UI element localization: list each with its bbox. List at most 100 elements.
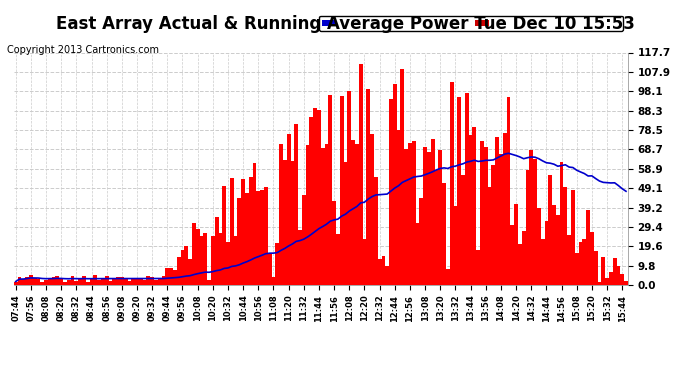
Bar (177, 257, 181, 285)
Bar (594, 251, 598, 285)
Text: East Array Actual & Running Average Power Tue Dec 10 15:53: East Array Actual & Running Average Powe… (56, 15, 634, 33)
Text: Copyright 2013 Cartronics.com: Copyright 2013 Cartronics.com (7, 45, 159, 55)
Bar (143, 279, 146, 285)
Bar (495, 137, 499, 285)
Bar (317, 110, 321, 285)
Bar (260, 190, 264, 285)
Bar (598, 282, 602, 285)
Legend: Average  (DC Watts), East Array  (DC Watts): Average (DC Watts), East Array (DC Watts… (319, 15, 623, 32)
Bar (332, 201, 336, 285)
Bar (446, 269, 450, 285)
Bar (624, 281, 628, 285)
Bar (234, 236, 237, 285)
Bar (450, 82, 453, 285)
Bar (112, 278, 116, 285)
Bar (491, 165, 495, 285)
Bar (44, 280, 48, 285)
Bar (602, 257, 605, 285)
Bar (617, 266, 620, 285)
Bar (476, 250, 480, 285)
Bar (283, 160, 287, 285)
Bar (128, 280, 131, 285)
Bar (40, 282, 44, 285)
Bar (230, 178, 234, 285)
Bar (412, 141, 415, 285)
Bar (166, 268, 169, 285)
Bar (408, 143, 412, 285)
Bar (385, 266, 389, 285)
Bar (59, 279, 63, 285)
Bar (518, 244, 522, 285)
Bar (564, 188, 567, 285)
Bar (382, 256, 385, 285)
Bar (188, 259, 192, 285)
Bar (55, 276, 59, 285)
Bar (154, 280, 158, 285)
Bar (196, 229, 199, 285)
Bar (438, 150, 442, 285)
Bar (506, 96, 511, 285)
Bar (533, 159, 537, 285)
Bar (207, 280, 211, 285)
Bar (14, 282, 17, 285)
Bar (139, 279, 143, 285)
Bar (90, 278, 93, 285)
Bar (37, 279, 40, 285)
Bar (275, 243, 279, 285)
Bar (347, 91, 351, 285)
Bar (82, 276, 86, 285)
Bar (17, 277, 21, 285)
Bar (613, 258, 617, 285)
Bar (173, 270, 177, 285)
Bar (431, 139, 435, 285)
Bar (544, 221, 549, 285)
Bar (70, 276, 75, 285)
Bar (67, 280, 70, 285)
Bar (181, 250, 184, 285)
Bar (435, 170, 438, 285)
Bar (620, 274, 624, 285)
Bar (184, 246, 188, 285)
Bar (499, 154, 503, 285)
Bar (324, 144, 328, 285)
Bar (25, 277, 29, 285)
Bar (541, 239, 544, 285)
Bar (404, 150, 408, 285)
Bar (503, 133, 506, 285)
Bar (279, 144, 283, 285)
Bar (590, 232, 594, 285)
Bar (249, 177, 253, 285)
Bar (222, 186, 226, 285)
Bar (605, 278, 609, 285)
Bar (511, 225, 514, 285)
Bar (101, 278, 105, 285)
Bar (488, 188, 491, 285)
Bar (86, 282, 90, 285)
Bar (306, 145, 310, 285)
Bar (374, 177, 377, 285)
Bar (310, 117, 313, 285)
Bar (586, 210, 590, 285)
Bar (245, 193, 249, 285)
Bar (526, 171, 529, 285)
Bar (609, 272, 613, 285)
Bar (473, 127, 476, 285)
Bar (393, 84, 397, 285)
Bar (366, 89, 370, 285)
Bar (29, 275, 32, 285)
Bar (362, 238, 366, 285)
Bar (453, 206, 457, 285)
Bar (442, 183, 446, 285)
Bar (575, 254, 579, 285)
Bar (415, 223, 420, 285)
Bar (219, 233, 222, 285)
Bar (480, 141, 484, 285)
Bar (328, 95, 332, 285)
Bar (514, 204, 518, 285)
Bar (484, 147, 488, 285)
Bar (21, 279, 25, 285)
Bar (389, 99, 393, 285)
Bar (537, 208, 541, 285)
Bar (556, 215, 560, 285)
Bar (237, 198, 242, 285)
